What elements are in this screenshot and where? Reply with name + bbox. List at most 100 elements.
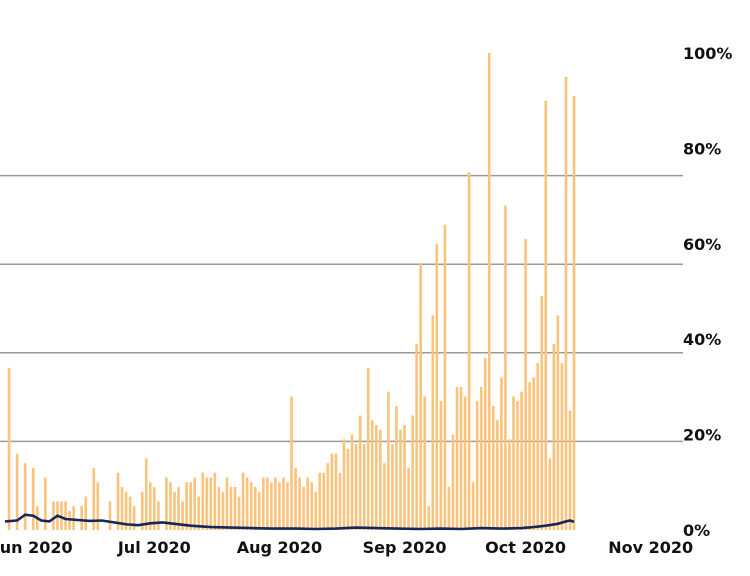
bar bbox=[512, 396, 515, 530]
bar bbox=[366, 367, 370, 530]
bar bbox=[310, 482, 314, 530]
bar bbox=[350, 434, 354, 530]
bar bbox=[326, 463, 330, 530]
bar bbox=[116, 472, 120, 530]
bar bbox=[124, 491, 128, 530]
bar bbox=[217, 487, 221, 530]
bar bbox=[84, 496, 88, 530]
x-tick-label: Oct 2020 bbox=[485, 538, 566, 557]
y-tick-label: 100% bbox=[683, 44, 732, 63]
bar bbox=[383, 463, 386, 530]
bar bbox=[120, 487, 124, 530]
bar bbox=[443, 224, 447, 530]
bar bbox=[431, 315, 435, 530]
bar bbox=[261, 477, 265, 530]
bar bbox=[391, 444, 394, 530]
bar bbox=[548, 458, 552, 530]
bar bbox=[387, 391, 390, 530]
bar bbox=[560, 363, 564, 530]
bar bbox=[508, 439, 511, 530]
bar bbox=[181, 501, 184, 530]
bar bbox=[197, 496, 201, 530]
bar bbox=[338, 472, 342, 530]
bar bbox=[540, 296, 544, 530]
bar bbox=[132, 506, 136, 530]
bar bbox=[201, 472, 205, 530]
bar bbox=[290, 396, 293, 530]
line-series-path bbox=[4, 513, 575, 531]
bar bbox=[177, 487, 180, 530]
bar bbox=[60, 501, 63, 530]
y-tick-label: 40% bbox=[683, 330, 721, 349]
bar bbox=[302, 487, 305, 530]
y-tick-label: 60% bbox=[683, 235, 721, 254]
bar bbox=[205, 477, 209, 530]
bar bbox=[225, 477, 229, 530]
bar bbox=[44, 477, 47, 530]
bar bbox=[306, 477, 309, 530]
bar bbox=[237, 496, 241, 530]
line-series bbox=[4, 513, 575, 531]
bar bbox=[496, 420, 499, 530]
bar-series bbox=[7, 53, 576, 531]
bar bbox=[483, 358, 487, 530]
bar bbox=[221, 491, 225, 530]
bar bbox=[96, 482, 100, 530]
bar bbox=[536, 363, 540, 530]
bar bbox=[274, 477, 277, 530]
bar bbox=[415, 343, 418, 530]
bar bbox=[330, 453, 334, 530]
bar bbox=[411, 415, 414, 530]
gridlines bbox=[0, 174, 683, 443]
bar bbox=[185, 482, 188, 530]
bar bbox=[471, 482, 475, 530]
x-tick-label: Jun 2020 bbox=[0, 538, 73, 557]
bar bbox=[520, 391, 523, 530]
bar bbox=[72, 506, 75, 530]
bar bbox=[354, 444, 358, 530]
bar bbox=[7, 367, 11, 530]
bar bbox=[475, 401, 479, 530]
bar bbox=[467, 172, 471, 530]
bar bbox=[374, 425, 378, 530]
bar bbox=[407, 467, 410, 530]
bar bbox=[314, 491, 318, 530]
bar bbox=[266, 477, 269, 530]
bar bbox=[346, 448, 350, 530]
bar bbox=[318, 472, 322, 530]
bar bbox=[479, 386, 483, 530]
bar bbox=[249, 482, 253, 530]
bar bbox=[564, 76, 568, 530]
bar bbox=[253, 487, 257, 530]
y-tick-label: 80% bbox=[683, 139, 721, 158]
bar bbox=[233, 487, 237, 530]
bar bbox=[282, 477, 285, 530]
bar bbox=[528, 382, 531, 530]
bar bbox=[487, 53, 491, 530]
bar bbox=[157, 501, 160, 530]
bar bbox=[286, 482, 289, 530]
x-axis-ticks: Jun 2020 Jul 2020 Aug 2020 Sep 2020 Oct 2020… bbox=[0, 538, 693, 557]
y-axis-ticks: 0% 20% 40% 60% 80% 100% bbox=[683, 44, 732, 540]
bar bbox=[165, 477, 168, 530]
bar bbox=[144, 458, 148, 530]
bar bbox=[334, 453, 338, 530]
bar bbox=[80, 506, 83, 530]
bar bbox=[322, 472, 326, 530]
bar bbox=[140, 491, 144, 530]
bar bbox=[370, 420, 374, 530]
bar bbox=[524, 239, 527, 530]
bar bbox=[556, 315, 560, 530]
bar bbox=[552, 343, 556, 530]
bar bbox=[532, 377, 535, 530]
bar bbox=[278, 482, 281, 530]
bar bbox=[23, 463, 27, 530]
bar bbox=[504, 205, 507, 530]
bar bbox=[395, 405, 398, 530]
y-tick-label: 0% bbox=[683, 521, 710, 540]
bar bbox=[435, 243, 439, 531]
bar bbox=[544, 100, 548, 530]
bar bbox=[419, 262, 422, 530]
bar bbox=[108, 501, 112, 530]
